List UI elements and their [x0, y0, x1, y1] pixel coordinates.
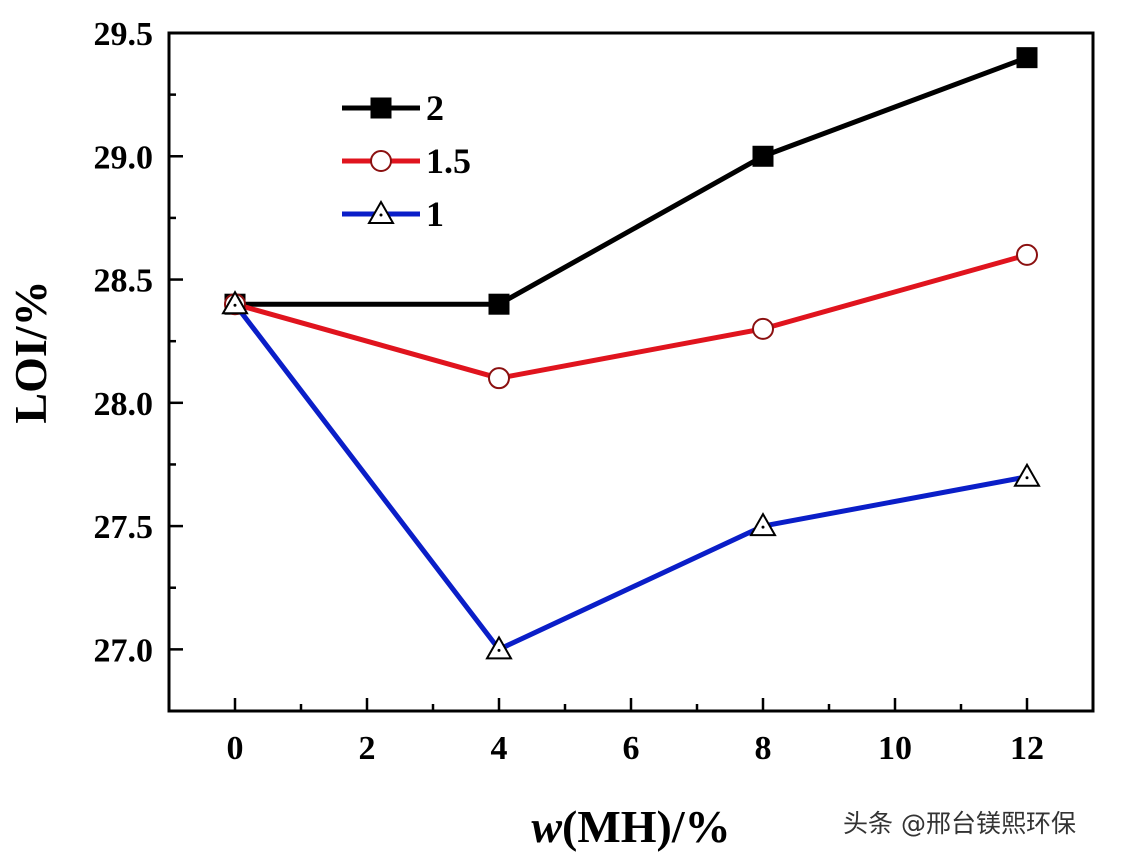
plot-frame [167, 31, 1095, 713]
plot-border [167, 31, 1095, 713]
x-axis-title-italic: w [531, 801, 562, 852]
data-point [221, 290, 249, 315]
data-point [488, 367, 510, 390]
triangle-center-dot [233, 303, 237, 307]
x-tick-label: 4 [491, 730, 508, 767]
legend-item: 2 [342, 88, 444, 128]
series-1-5 [224, 243, 1038, 390]
series-1 [221, 290, 1041, 660]
triangle-shape [367, 199, 395, 224]
triangle-center-dot [379, 213, 383, 217]
x-axis-title: w(MH)/% [531, 801, 730, 852]
y-tick-label: 29.0 [94, 139, 154, 176]
x-axis: 0 2 4 6 8 10 12 [227, 698, 1044, 767]
y-tick-label: 27.5 [94, 509, 154, 546]
series-line [233, 302, 1028, 652]
legend-item: 1.5 [342, 141, 471, 181]
legend-label: 2 [426, 88, 444, 128]
data-point [752, 317, 774, 340]
triangle-center-dot [497, 648, 501, 652]
triangle-shape [221, 290, 249, 315]
x-tick-label: 0 [227, 730, 244, 767]
x-tick-label: 10 [878, 730, 912, 767]
data-point [1016, 47, 1038, 69]
x-tick-label: 2 [359, 730, 376, 767]
legend-marker [370, 150, 392, 172]
data-point [1016, 243, 1038, 266]
data-point [752, 145, 774, 167]
legend-label: 1.5 [426, 141, 471, 181]
series-layer [221, 47, 1041, 660]
legend: 21.51 [342, 88, 471, 234]
legend-label: 1 [426, 194, 444, 234]
triangle-shape [749, 512, 777, 537]
series-line [234, 252, 1028, 381]
y-tick-label: 29.5 [94, 16, 154, 53]
y-tick-label: 27.0 [94, 632, 154, 669]
y-tick-label: 28.5 [94, 263, 154, 300]
x-axis-title-rest: (MH)/% [562, 801, 731, 852]
triangle-shape [1013, 462, 1041, 487]
legend-item: 1 [342, 194, 444, 234]
series-2 [224, 47, 1038, 315]
y-axis: 27.0 27.5 28.0 28.5 29.0 29.5 [94, 16, 183, 669]
data-point [485, 635, 513, 660]
legend-marker [367, 199, 395, 224]
x-tick-label: 6 [623, 730, 640, 767]
y-tick-label: 28.0 [94, 386, 154, 423]
data-point [749, 512, 777, 537]
data-point [1013, 462, 1041, 487]
y-axis-title: LOI/% [5, 280, 56, 423]
series-line [235, 55, 1028, 307]
triangle-shape [485, 635, 513, 660]
legend-marker [370, 97, 392, 119]
x-tick-label: 8 [755, 730, 772, 767]
triangle-center-dot [761, 525, 765, 529]
data-point [488, 293, 510, 315]
triangle-center-dot [1025, 476, 1029, 480]
x-tick-label: 12 [1010, 730, 1044, 767]
watermark: 头条 @邢台镁熙环保 [843, 809, 1076, 838]
